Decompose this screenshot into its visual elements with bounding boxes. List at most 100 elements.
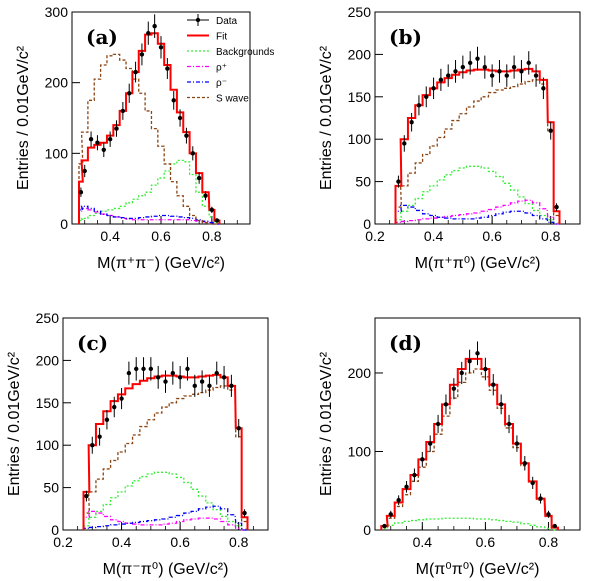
data-point xyxy=(155,375,161,380)
y-axis-label: Entries / 0.01GeV/c² xyxy=(15,45,32,190)
panel-c: 0 50 100 150 200 250 0.2 0.4 0.6 0.8M(π⁻π⁰) (GeV/… xyxy=(6,310,269,578)
data-point xyxy=(158,45,164,50)
data-point xyxy=(97,434,102,439)
data-point xyxy=(475,351,480,356)
x-tick-label: 0.6 xyxy=(476,534,496,550)
series-backgrounds xyxy=(394,165,561,224)
x-tick-label: 0.2 xyxy=(365,228,385,244)
y-tick-label: 100 xyxy=(348,131,372,147)
data-point xyxy=(482,64,488,70)
legend-label: Fit xyxy=(216,32,227,43)
data-point xyxy=(209,207,215,213)
data-point xyxy=(459,370,464,376)
y-axis-label: Entries / 0.01GeV/c² xyxy=(318,351,335,496)
legend-label: ρ⁺ xyxy=(216,63,227,74)
series-s-wave xyxy=(380,368,559,530)
data-point xyxy=(112,404,117,410)
data-point xyxy=(133,69,138,75)
data-point xyxy=(196,175,202,181)
data-point xyxy=(190,151,195,156)
x-tick-label: 0.4 xyxy=(413,534,433,550)
data-point xyxy=(185,366,190,372)
data-point xyxy=(236,426,241,431)
data-point xyxy=(221,375,227,380)
data-point xyxy=(214,218,220,223)
panel-label: (a) xyxy=(86,25,118,49)
data-point xyxy=(165,66,170,71)
legend-label: ρ⁻ xyxy=(216,78,227,89)
y-tick-label: 150 xyxy=(348,89,372,105)
x-tick-label: 0.4 xyxy=(424,228,444,244)
data-point xyxy=(107,137,113,142)
x-tick-label: 0.6 xyxy=(151,228,171,244)
data-point xyxy=(152,23,157,29)
x-tick-label: 0.2 xyxy=(53,534,73,550)
y-tick-label: 200 xyxy=(348,46,372,62)
x-axis-label: M(π⁺π⁰) (GeV/c²) xyxy=(415,255,541,272)
data-point xyxy=(498,402,504,407)
series-fit xyxy=(82,373,249,530)
data-point xyxy=(554,204,559,210)
y-tick-label: 150 xyxy=(36,395,60,411)
series-rho-plus xyxy=(394,199,560,225)
series-rho-minus xyxy=(78,205,220,225)
data-point xyxy=(475,56,480,61)
data-point xyxy=(530,480,535,486)
data-point xyxy=(409,120,414,125)
y-tick-label: 200 xyxy=(348,365,372,381)
data-point xyxy=(101,147,106,152)
data-point xyxy=(552,523,557,529)
data-point xyxy=(184,133,189,138)
data-point xyxy=(541,86,546,91)
legend-entry-s-wave: S wave xyxy=(187,94,249,105)
data-point xyxy=(460,64,466,70)
legend-label: Backgrounds xyxy=(216,47,274,58)
data-point xyxy=(526,60,531,66)
data-point xyxy=(412,472,417,478)
data-point xyxy=(242,510,247,516)
data-point xyxy=(199,379,205,384)
series-s-wave xyxy=(82,385,249,530)
data-point xyxy=(446,73,451,78)
data-point xyxy=(443,402,449,407)
y-tick-label: 50 xyxy=(43,480,59,496)
x-tick-label: 0.8 xyxy=(539,534,559,550)
data-point xyxy=(82,168,87,174)
legend-marker xyxy=(195,17,201,23)
data-point xyxy=(546,512,551,517)
data-point xyxy=(78,190,84,195)
data-point xyxy=(431,86,436,91)
y-tick-label: 0 xyxy=(60,216,68,232)
data-point xyxy=(519,69,524,74)
data-point xyxy=(120,108,126,114)
data-point xyxy=(229,383,234,389)
data-point xyxy=(427,441,433,446)
legend-entry-backgrounds: Backgrounds xyxy=(187,47,274,58)
data-point xyxy=(420,457,425,462)
x-tick-label: 0.8 xyxy=(229,534,249,550)
data-point xyxy=(416,103,422,108)
panel-d: 0 100 200 0.4 0.6 0.8 M(π⁰π⁰) (GeV/c²) Entries … xyxy=(318,317,581,578)
legend-label: Data xyxy=(216,16,238,27)
data-point xyxy=(438,77,444,83)
data-point xyxy=(522,461,528,466)
series-rho-plus xyxy=(78,207,220,225)
data-point xyxy=(511,64,517,70)
x-tick-label: 0.8 xyxy=(541,228,561,244)
data-point xyxy=(192,383,197,389)
data-point xyxy=(203,193,208,198)
data-point xyxy=(104,417,110,422)
data-point xyxy=(396,179,401,184)
data-point xyxy=(506,421,512,427)
panel-label: (b) xyxy=(389,25,422,49)
data-point xyxy=(170,370,176,376)
data-point xyxy=(84,493,89,499)
legend: Data Fit Backgrounds ρ⁺ ρ⁻ S wave xyxy=(187,14,274,105)
data-point xyxy=(538,496,543,501)
y-tick-label: 100 xyxy=(348,443,372,459)
data-point xyxy=(489,73,495,78)
data-point xyxy=(497,69,502,74)
data-point xyxy=(207,383,212,389)
data-point xyxy=(214,370,219,376)
